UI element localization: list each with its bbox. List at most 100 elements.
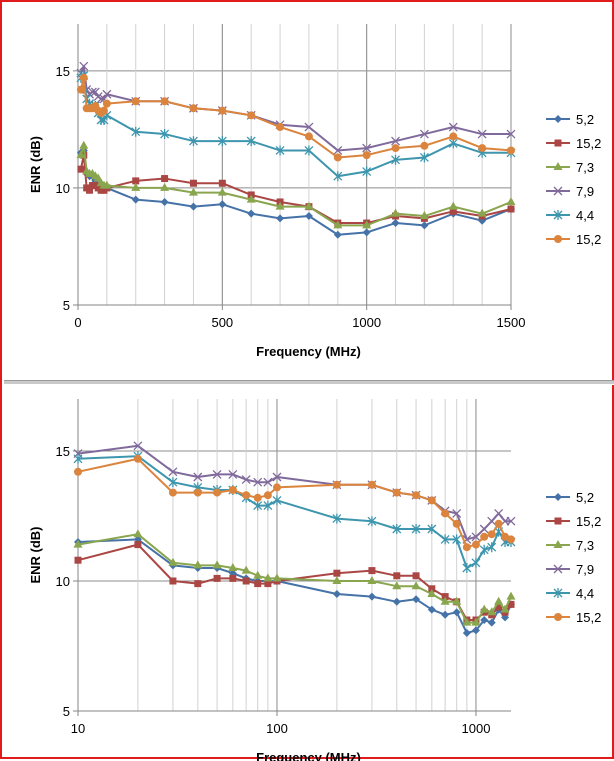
x-tick-label: 1500	[497, 315, 526, 330]
data-point	[480, 616, 489, 624]
data-point	[242, 491, 251, 500]
data-point	[102, 180, 112, 189]
x-tick-label: 10	[71, 721, 85, 736]
data-point	[189, 179, 197, 187]
data-point	[440, 534, 450, 545]
data-point	[272, 573, 282, 582]
data-point	[362, 166, 372, 177]
x-tick-label: 100	[266, 721, 288, 736]
data-point	[392, 488, 401, 497]
data-point	[168, 467, 178, 477]
data-point	[507, 600, 515, 608]
data-point	[487, 542, 497, 553]
data-point	[507, 205, 515, 213]
data-point	[333, 230, 342, 239]
data-point	[264, 580, 272, 588]
legend-marker	[553, 564, 563, 574]
data-point	[87, 87, 97, 97]
data-point	[131, 97, 140, 106]
data-point	[333, 220, 343, 229]
series-3	[73, 529, 516, 626]
series-line	[79, 76, 512, 159]
data-point	[74, 556, 82, 564]
data-point	[412, 491, 421, 500]
legend-item: 15,2	[546, 514, 601, 529]
data-point	[133, 454, 142, 463]
data-point	[189, 136, 198, 147]
data-point	[79, 73, 88, 82]
data-point	[478, 144, 487, 153]
chart-linear-frequency: 5 10 15 0 500 1000 1500 Frequency (MHz) ENR (dB)…	[28, 24, 601, 359]
data-point	[161, 175, 169, 183]
legend: 5,2 15,2 7,3 7,9 4,4 15,2	[546, 490, 601, 625]
data-point	[189, 202, 198, 211]
series-line	[77, 457, 512, 549]
data-point	[367, 516, 377, 527]
data-point	[80, 151, 88, 159]
data-point	[367, 480, 376, 489]
data-point	[160, 129, 170, 140]
series-2	[74, 541, 515, 624]
data-point	[487, 607, 497, 616]
data-point	[133, 529, 143, 538]
data-point	[193, 560, 203, 569]
data-point	[448, 122, 458, 132]
data-point	[134, 541, 142, 549]
data-point	[449, 207, 457, 215]
data-point	[441, 509, 450, 518]
data-point	[471, 626, 480, 635]
x-tick-label: 1000	[462, 721, 491, 736]
data-point	[452, 608, 461, 617]
data-point	[427, 524, 437, 534]
data-point	[392, 524, 402, 534]
data-point	[412, 572, 420, 580]
legend-label: 15,2	[576, 514, 601, 529]
data-point	[477, 208, 487, 217]
legend-marker	[554, 235, 562, 243]
series-3	[76, 140, 516, 229]
data-point	[333, 569, 341, 577]
data-point	[412, 595, 421, 604]
gridlines	[77, 24, 512, 306]
data-point	[462, 563, 472, 573]
data-point	[391, 208, 401, 217]
data-point	[253, 493, 262, 502]
data-point	[168, 557, 178, 566]
data-point	[471, 532, 481, 542]
data-point	[428, 585, 436, 593]
data-point	[263, 491, 272, 500]
gridlines	[77, 399, 511, 712]
legend-marker	[553, 588, 563, 598]
data-point	[217, 136, 227, 147]
data-point	[452, 519, 461, 528]
data-point	[441, 610, 450, 619]
data-point	[276, 214, 285, 223]
legend-label: 4,4	[576, 208, 594, 223]
data-point	[254, 580, 262, 588]
data-point	[506, 516, 516, 526]
data-point	[304, 212, 313, 221]
legend-label: 15,2	[576, 136, 601, 151]
data-point	[246, 136, 256, 147]
data-point	[304, 145, 314, 156]
data-point	[218, 106, 227, 115]
legend-marker	[554, 613, 562, 621]
data-point	[228, 486, 237, 494]
data-point	[77, 165, 85, 173]
data-point	[391, 144, 400, 153]
data-point	[479, 604, 489, 613]
series-line	[77, 533, 512, 624]
x-tick-label: 500	[211, 315, 233, 330]
series-6	[76, 73, 515, 162]
legend-marker	[553, 210, 563, 220]
data-point	[332, 590, 341, 598]
legend-item: 7,9	[546, 562, 594, 577]
data-point	[419, 129, 429, 139]
legend-label: 15,2	[576, 610, 601, 625]
data-point	[247, 111, 256, 120]
data-point	[506, 591, 516, 600]
data-point	[494, 596, 504, 605]
data-point	[333, 171, 343, 182]
data-point	[500, 604, 510, 613]
